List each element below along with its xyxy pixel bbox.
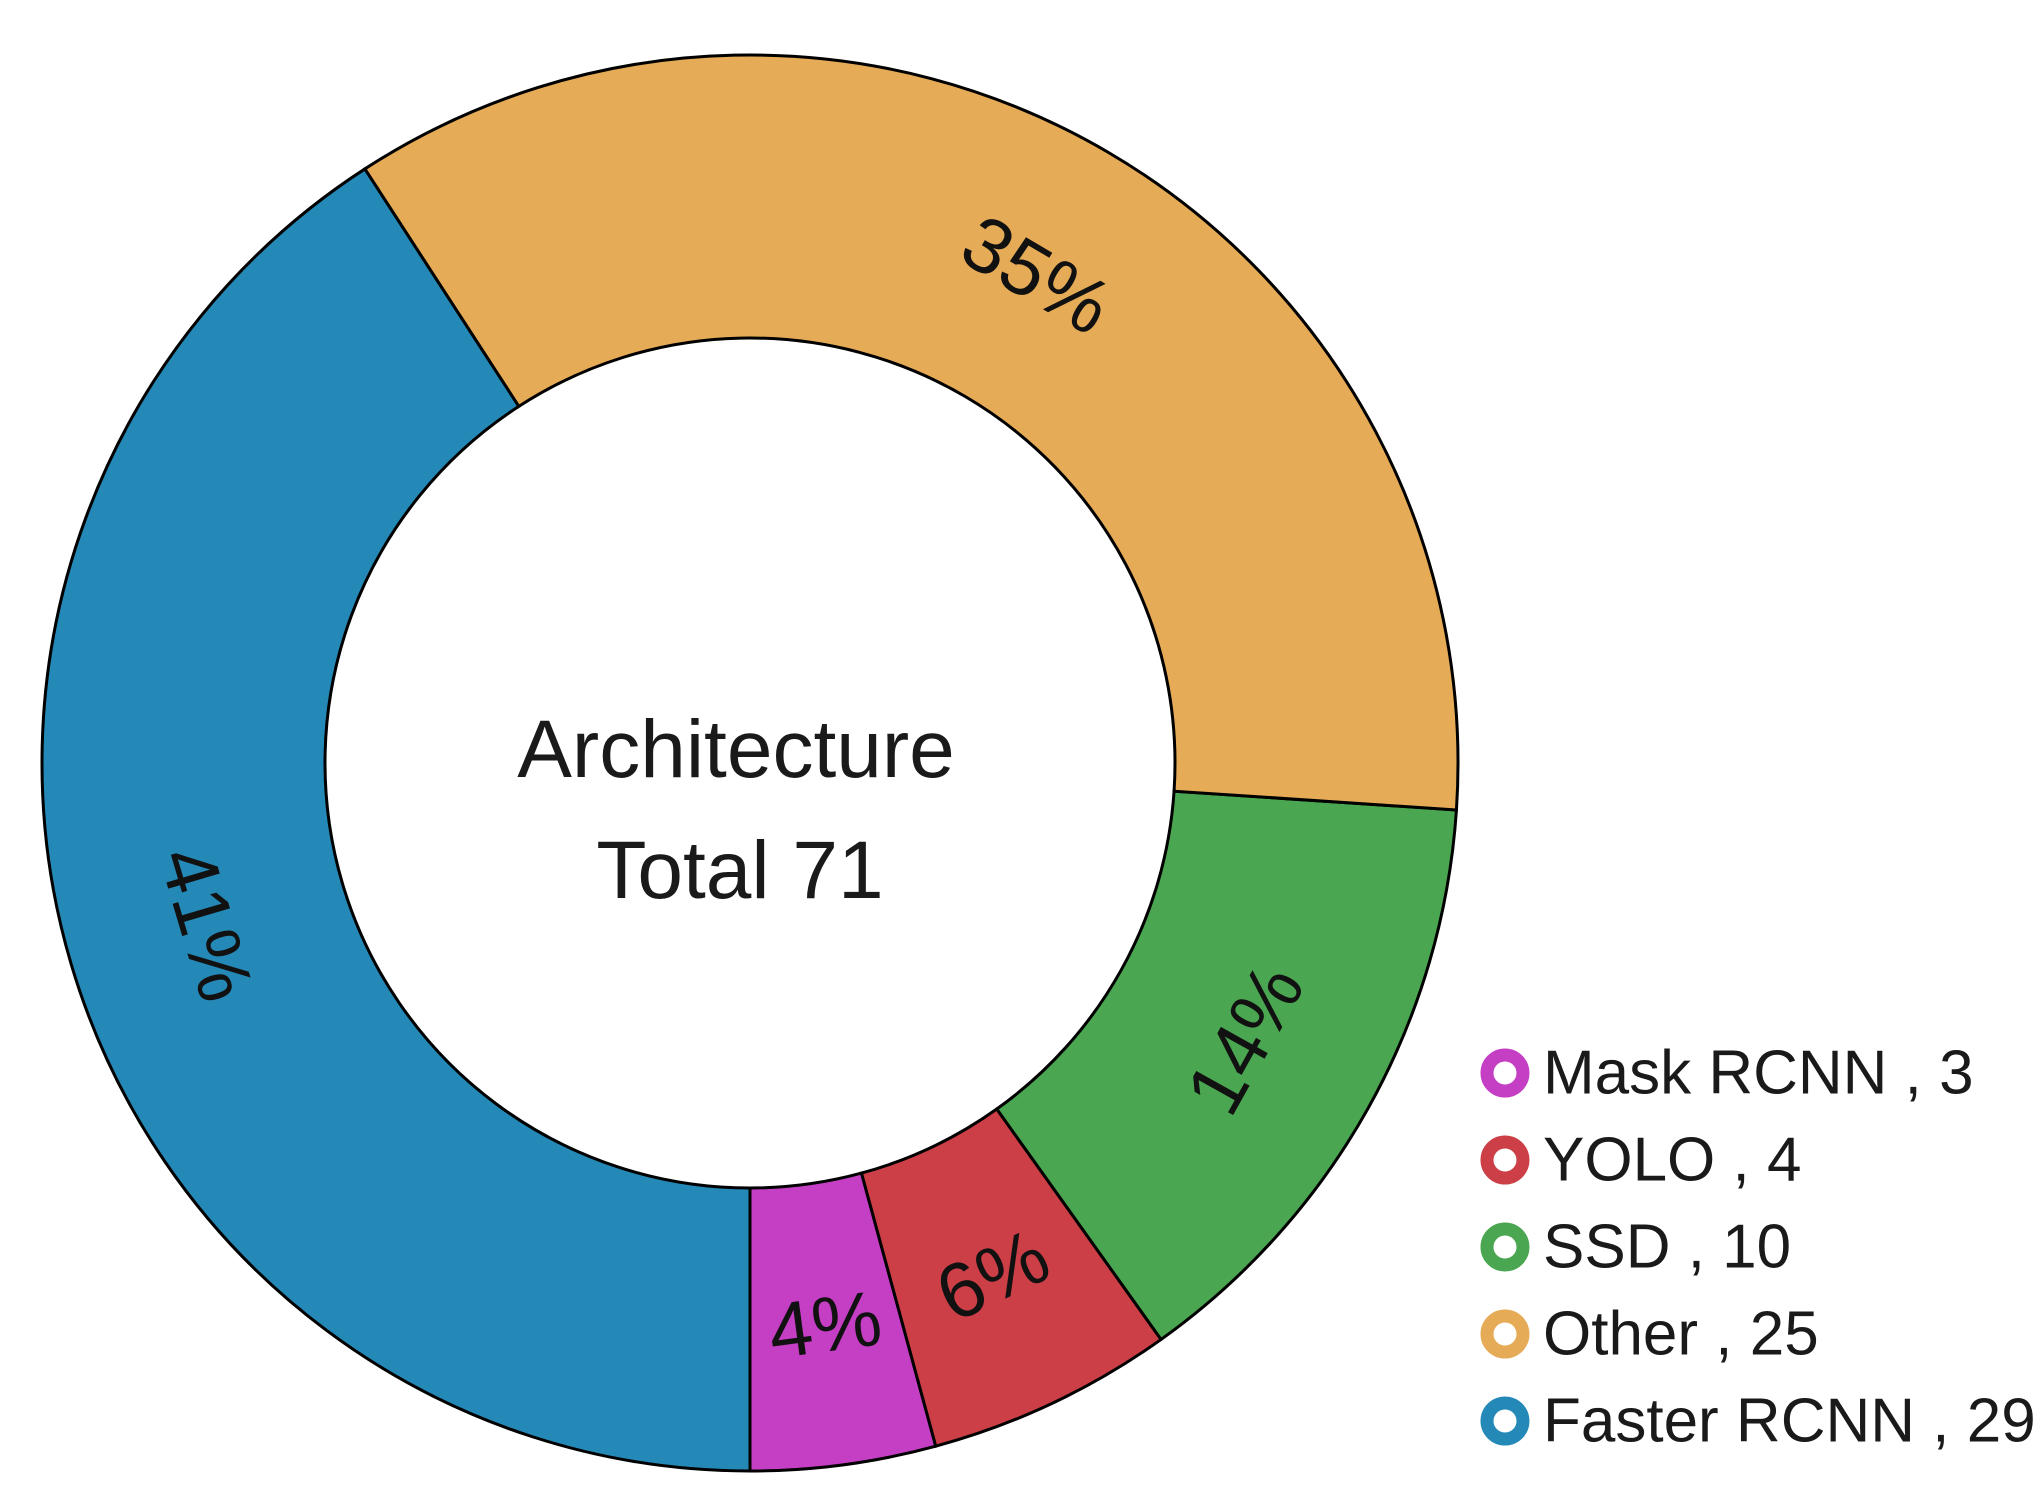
legend-item-faster-rcnn: Faster RCNN , 29 — [1480, 1387, 2036, 1456]
slice-label-mask-rcnn: 4% — [763, 1273, 886, 1375]
center-title-line-2: Total 71 — [596, 825, 883, 916]
legend-marker — [1480, 1048, 1530, 1098]
legend-item-mask-rcnn: Mask RCNN , 3 — [1480, 1039, 1974, 1108]
legend-marker — [1480, 1396, 1530, 1446]
legend-marker — [1480, 1309, 1530, 1359]
legend-label: Mask RCNN , 3 — [1543, 1039, 1974, 1108]
donut-slices — [40, 53, 1460, 1473]
center-title-line-1: Architecture — [517, 704, 955, 795]
slice-faster-rcnn — [40, 166, 752, 1473]
legend-label: SSD , 10 — [1543, 1213, 1791, 1282]
center-label: Architecture Total 71 — [517, 704, 955, 916]
legend-marker — [1480, 1135, 1530, 1185]
legend-label: Other , 25 — [1543, 1300, 1819, 1369]
legend: Mask RCNN , 3 YOLO , 4 SSD , 10 Other , 25 F… — [1480, 1039, 2036, 1456]
legend-label: YOLO , 4 — [1543, 1126, 1801, 1195]
slice-ssd — [994, 789, 1459, 1342]
legend-item-ssd: SSD , 10 — [1480, 1213, 1791, 1282]
legend-item-other: Other , 25 — [1480, 1300, 1819, 1369]
legend-marker — [1480, 1222, 1530, 1272]
legend-label: Faster RCNN , 29 — [1543, 1387, 2036, 1456]
legend-item-yolo: YOLO , 4 — [1480, 1126, 1801, 1195]
slice-other — [362, 53, 1460, 812]
